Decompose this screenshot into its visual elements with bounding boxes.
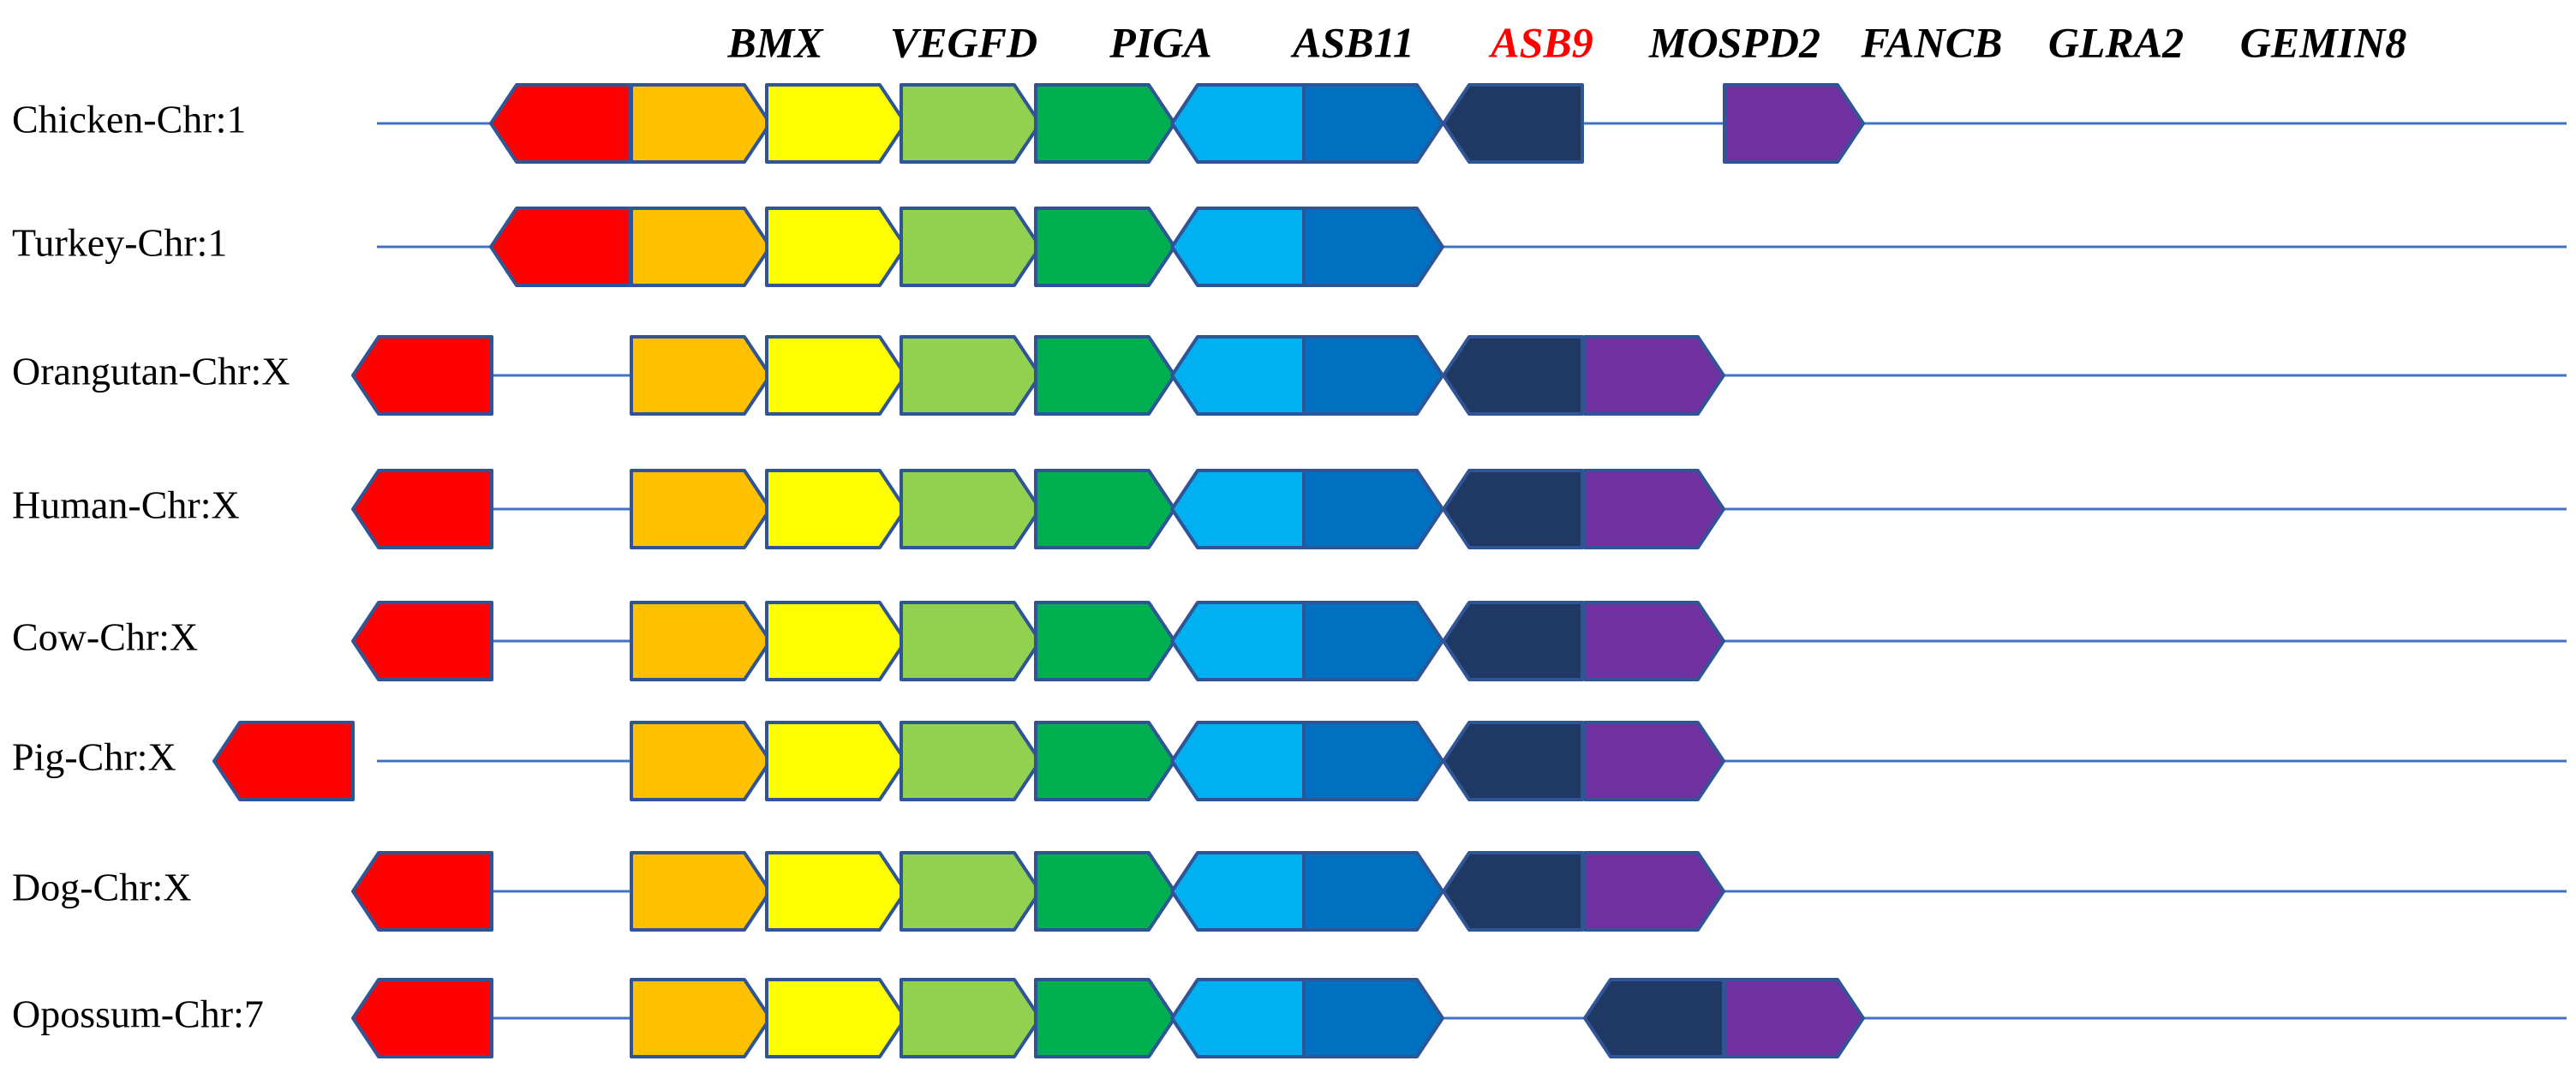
gene-arrow-mospd2 (1170, 978, 1312, 1058)
gene-arrow-fancb (1302, 469, 1444, 549)
gene-arrow-bmx (351, 469, 493, 549)
species-row: Cow-Chr:X (12, 601, 2567, 681)
gene-arrow-gemin8 (1583, 851, 1725, 932)
species-label: Orangutan-Chr:X (12, 350, 290, 393)
gene-arrow-vegfd (630, 978, 772, 1058)
species-row: Chicken-Chr:1 (12, 83, 2567, 164)
gene-header-bmx: BMX (726, 18, 824, 66)
species-rows: Chicken-Chr:1 Turkey-Chr:1 Orangutan-Chr:X… (12, 83, 2567, 1058)
gene-arrow-asb9 (1034, 721, 1176, 801)
gene-arrow-glra2 (1442, 469, 1584, 549)
gene-arrow-bmx (212, 721, 355, 801)
gene-arrow-piga (765, 469, 907, 549)
gene-arrow-bmx (351, 978, 493, 1058)
species-label: Pig-Chr:X (12, 735, 176, 779)
gene-arrow-gemin8 (1583, 601, 1725, 681)
gene-arrow-glra2 (1583, 978, 1725, 1058)
gene-arrow-asb11 (900, 83, 1042, 164)
species-row: Orangutan-Chr:X (12, 335, 2567, 416)
species-label: Turkey-Chr:1 (12, 221, 227, 265)
gene-arrow-fancb (1302, 83, 1444, 164)
species-row: Turkey-Chr:1 (12, 207, 2567, 287)
gene-arrow-fancb (1302, 207, 1444, 287)
gene-header-glra2: GLRA2 (2048, 18, 2184, 66)
gene-arrow-fancb (1302, 851, 1444, 932)
gene-arrow-mospd2 (1170, 721, 1312, 801)
gene-arrow-asb11 (900, 721, 1042, 801)
gene-arrow-gemin8 (1583, 469, 1725, 549)
gene-arrow-glra2 (1442, 601, 1584, 681)
gene-arrow-mospd2 (1170, 83, 1312, 164)
gene-arrow-glra2 (1442, 83, 1584, 164)
species-row: Pig-Chr:X (12, 721, 2567, 801)
gene-arrow-fancb (1302, 601, 1444, 681)
gene-arrow-mospd2 (1170, 601, 1312, 681)
gene-arrow-piga (765, 851, 907, 932)
gene-header-piga: PIGA (1109, 18, 1211, 66)
gene-arrow-asb11 (900, 978, 1042, 1058)
gene-arrow-vegfd (630, 469, 772, 549)
gene-header-fancb: FANCB (1861, 18, 2003, 66)
gene-arrow-piga (765, 207, 907, 287)
gene-arrow-bmx (489, 83, 631, 164)
species-label: Human-Chr:X (12, 483, 240, 527)
gene-arrow-asb11 (900, 469, 1042, 549)
gene-arrow-glra2 (1442, 721, 1584, 801)
gene-arrow-piga (765, 335, 907, 416)
gene-arrow-bmx (351, 601, 493, 681)
gene-arrow-gemin8 (1723, 978, 1865, 1058)
gene-arrow-asb9 (1034, 207, 1176, 287)
gene-arrow-fancb (1302, 721, 1444, 801)
gene-arrow-asb9 (1034, 851, 1176, 932)
gene-arrow-fancb (1302, 978, 1444, 1058)
gene-header-mospd2: MOSPD2 (1648, 18, 1820, 66)
gene-arrow-asb9 (1034, 978, 1176, 1058)
gene-arrow-mospd2 (1170, 207, 1312, 287)
gene-arrow-glra2 (1442, 851, 1584, 932)
gene-arrow-asb9 (1034, 469, 1176, 549)
gene-arrow-mospd2 (1170, 335, 1312, 416)
gene-arrow-asb9 (1034, 601, 1176, 681)
gene-arrow-gemin8 (1583, 721, 1725, 801)
gene-arrow-piga (765, 601, 907, 681)
gene-header-asb11: ASB11 (1290, 18, 1414, 66)
gene-arrow-mospd2 (1170, 851, 1312, 932)
gene-arrow-bmx (351, 851, 493, 932)
gene-arrow-vegfd (630, 851, 772, 932)
gene-arrow-bmx (351, 335, 493, 416)
gene-header-gemin8: GEMIN8 (2240, 18, 2406, 66)
gene-header-asb9: ASB9 (1488, 18, 1593, 66)
species-row: Opossum-Chr:7 (12, 978, 2567, 1058)
gene-arrow-asb9 (1034, 83, 1176, 164)
species-label: Chicken-Chr:1 (12, 98, 246, 141)
gene-header-row: BMX VEGFD PIGA ASB11 ASB9 MOSPD2 FANCB GLRA2 GEM… (726, 18, 2406, 66)
gene-arrow-asb11 (900, 335, 1042, 416)
gene-arrow-bmx (489, 207, 631, 287)
gene-arrow-fancb (1302, 335, 1444, 416)
species-row: Human-Chr:X (12, 469, 2567, 549)
gene-arrow-piga (765, 721, 907, 801)
species-label: Opossum-Chr:7 (12, 992, 264, 1036)
gene-header-vegfd: VEGFD (890, 18, 1037, 66)
species-label: Dog-Chr:X (12, 866, 192, 909)
gene-arrow-piga (765, 83, 907, 164)
gene-arrow-asb11 (900, 601, 1042, 681)
gene-arrow-asb11 (900, 207, 1042, 287)
species-row: Dog-Chr:X (12, 851, 2567, 932)
species-label: Cow-Chr:X (12, 615, 198, 659)
gene-arrow-vegfd (630, 207, 772, 287)
gene-arrow-piga (765, 978, 907, 1058)
gene-arrow-vegfd (630, 83, 772, 164)
gene-arrow-asb9 (1034, 335, 1176, 416)
gene-arrow-vegfd (630, 721, 772, 801)
gene-arrow-gemin8 (1583, 335, 1725, 416)
gene-arrow-vegfd (630, 601, 772, 681)
gene-arrow-gemin8 (1723, 83, 1865, 164)
gene-arrow-mospd2 (1170, 469, 1312, 549)
gene-arrow-glra2 (1442, 335, 1584, 416)
gene-arrow-asb11 (900, 851, 1042, 932)
gene-arrow-vegfd (630, 335, 772, 416)
